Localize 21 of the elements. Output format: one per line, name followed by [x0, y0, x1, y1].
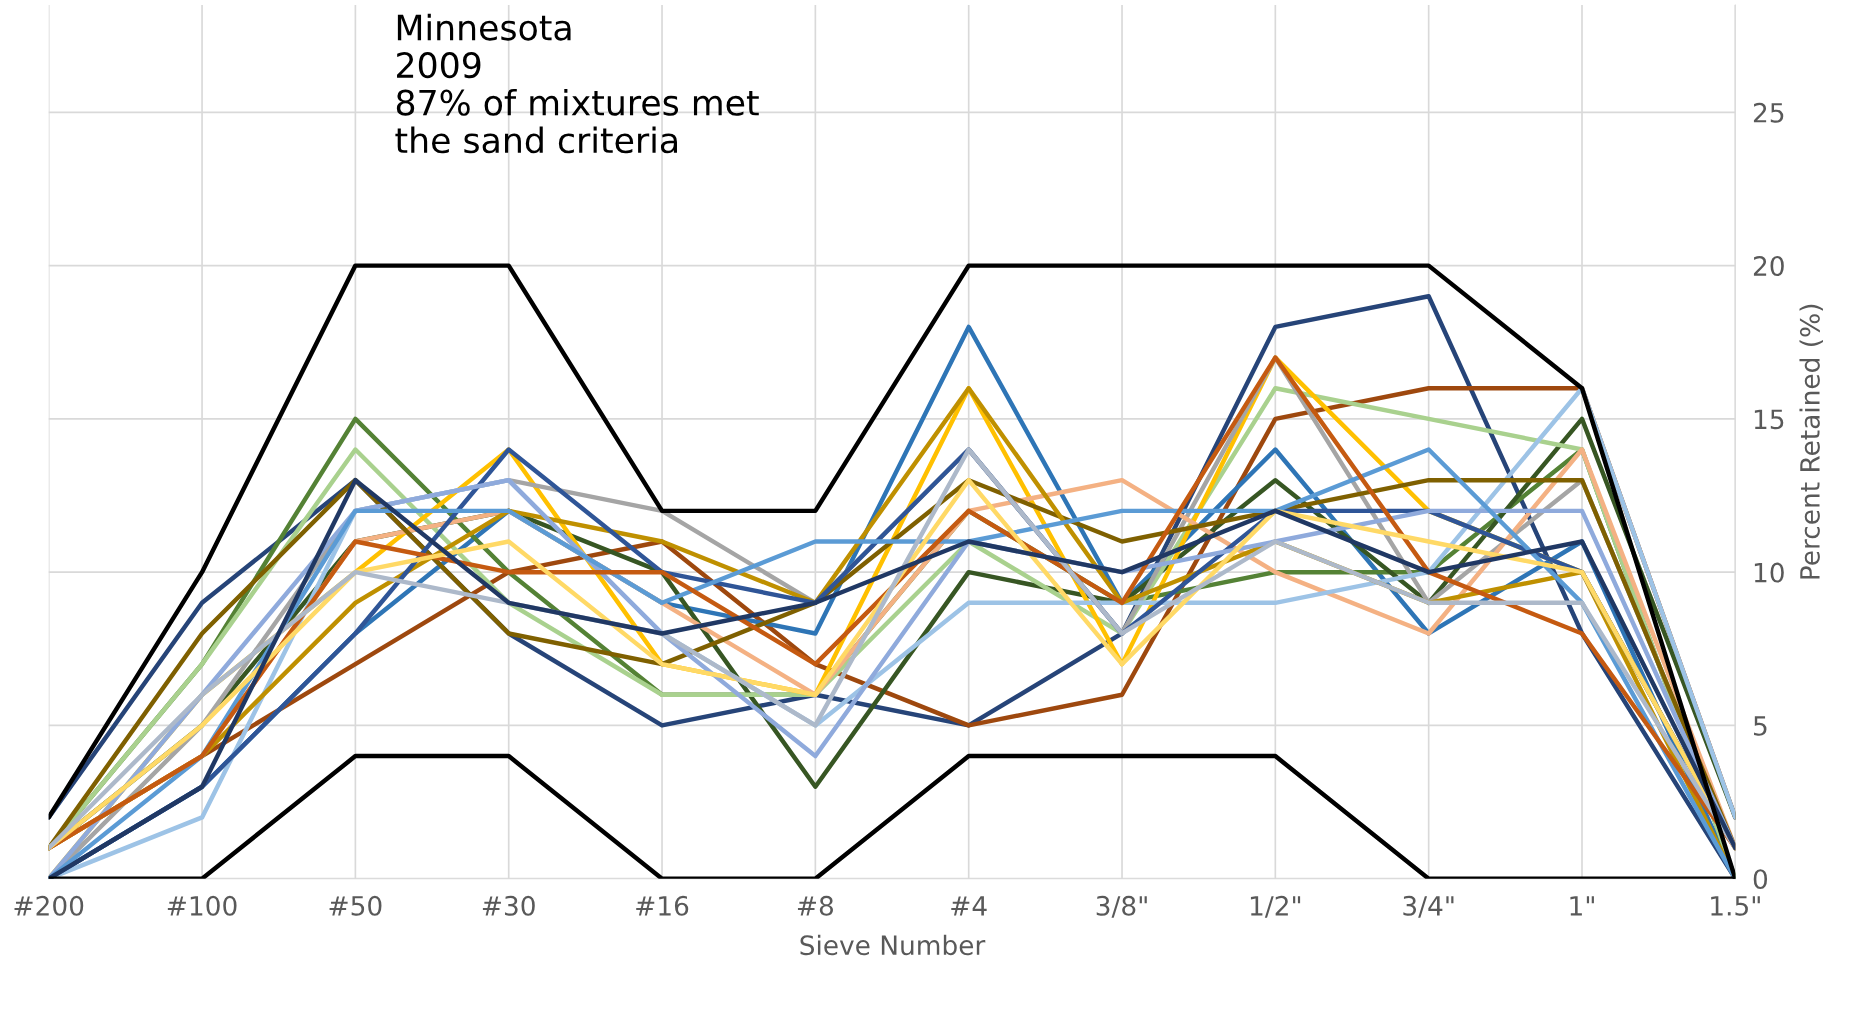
x-tick-label: 1" [1570, 896, 1594, 916]
y-tick-label: 15 [1754, 409, 1784, 430]
y-axis-title: Percent Retained (%) [1799, 304, 1823, 579]
x-tick-label: #16 [636, 895, 689, 916]
y-tick-label: 20 [1753, 256, 1784, 277]
x-axis-title: Sieve Number [800, 934, 986, 956]
x-tick-label: #100 [167, 895, 237, 916]
x-tick-label: 3/8" [1096, 895, 1147, 918]
x-tick-label: #8 [797, 895, 833, 916]
y-tick-label: 5 [1754, 716, 1767, 736]
x-tick-label: #30 [482, 895, 535, 916]
x-tick-label: 1.5" [1711, 896, 1760, 916]
y-tick-label: 0 [1753, 869, 1768, 890]
x-tick-label: #4 [951, 896, 987, 916]
annotation: Minnesota 2009 87% of mixtures met the sand criteria [395, 13, 759, 154]
x-tick-label: #200 [14, 895, 84, 916]
x-tick-label: 3/4" [1403, 895, 1454, 918]
y-tick-label: 25 [1753, 102, 1784, 123]
x-tick-label: #50 [329, 895, 382, 916]
x-tick-label: 1/2" [1250, 895, 1301, 918]
y-tick-label: 10 [1754, 562, 1784, 583]
